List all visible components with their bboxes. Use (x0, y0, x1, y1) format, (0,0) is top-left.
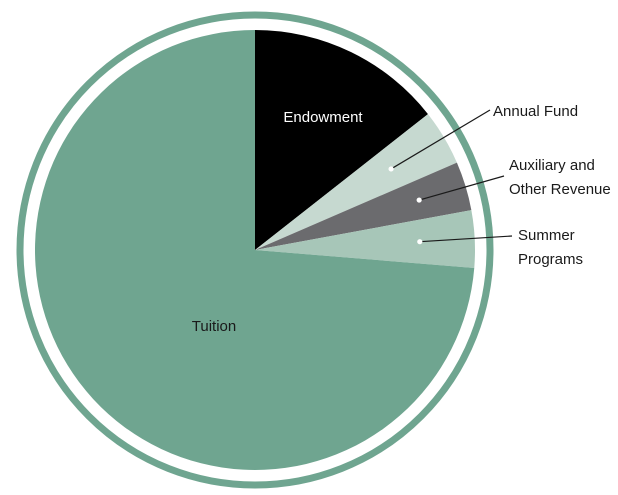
leader-summer-programs-dot (417, 239, 423, 245)
leader-auxiliary (419, 175, 505, 201)
label-auxiliary-line2: Other Revenue (509, 181, 611, 198)
label-annual-fund: Annual Fund (493, 103, 578, 120)
leader-summer-programs (419, 235, 513, 243)
slices-group (34, 30, 475, 470)
leader-lines (388, 109, 513, 245)
pie-slice-summer-programs (255, 210, 475, 268)
pie-slice-auxiliary-and-other-revenue (255, 162, 472, 250)
outer-ring (16, 11, 494, 489)
pie-slice-tuition (34, 30, 475, 470)
leader-annual-fund (390, 109, 491, 170)
label-summer-line2: Programs (518, 251, 583, 268)
leader-auxiliary-dot (416, 197, 422, 203)
label-summer-line1: Summer (518, 227, 575, 244)
label-auxiliary-line1: Auxiliary and (509, 157, 595, 174)
pie-slice-endowment (255, 30, 428, 250)
label-tuition: Tuition (192, 318, 236, 335)
leader-annual-fund-dot (388, 166, 394, 172)
label-endowment: Endowment (283, 109, 363, 126)
pie-slice-annual-fund (255, 114, 457, 250)
